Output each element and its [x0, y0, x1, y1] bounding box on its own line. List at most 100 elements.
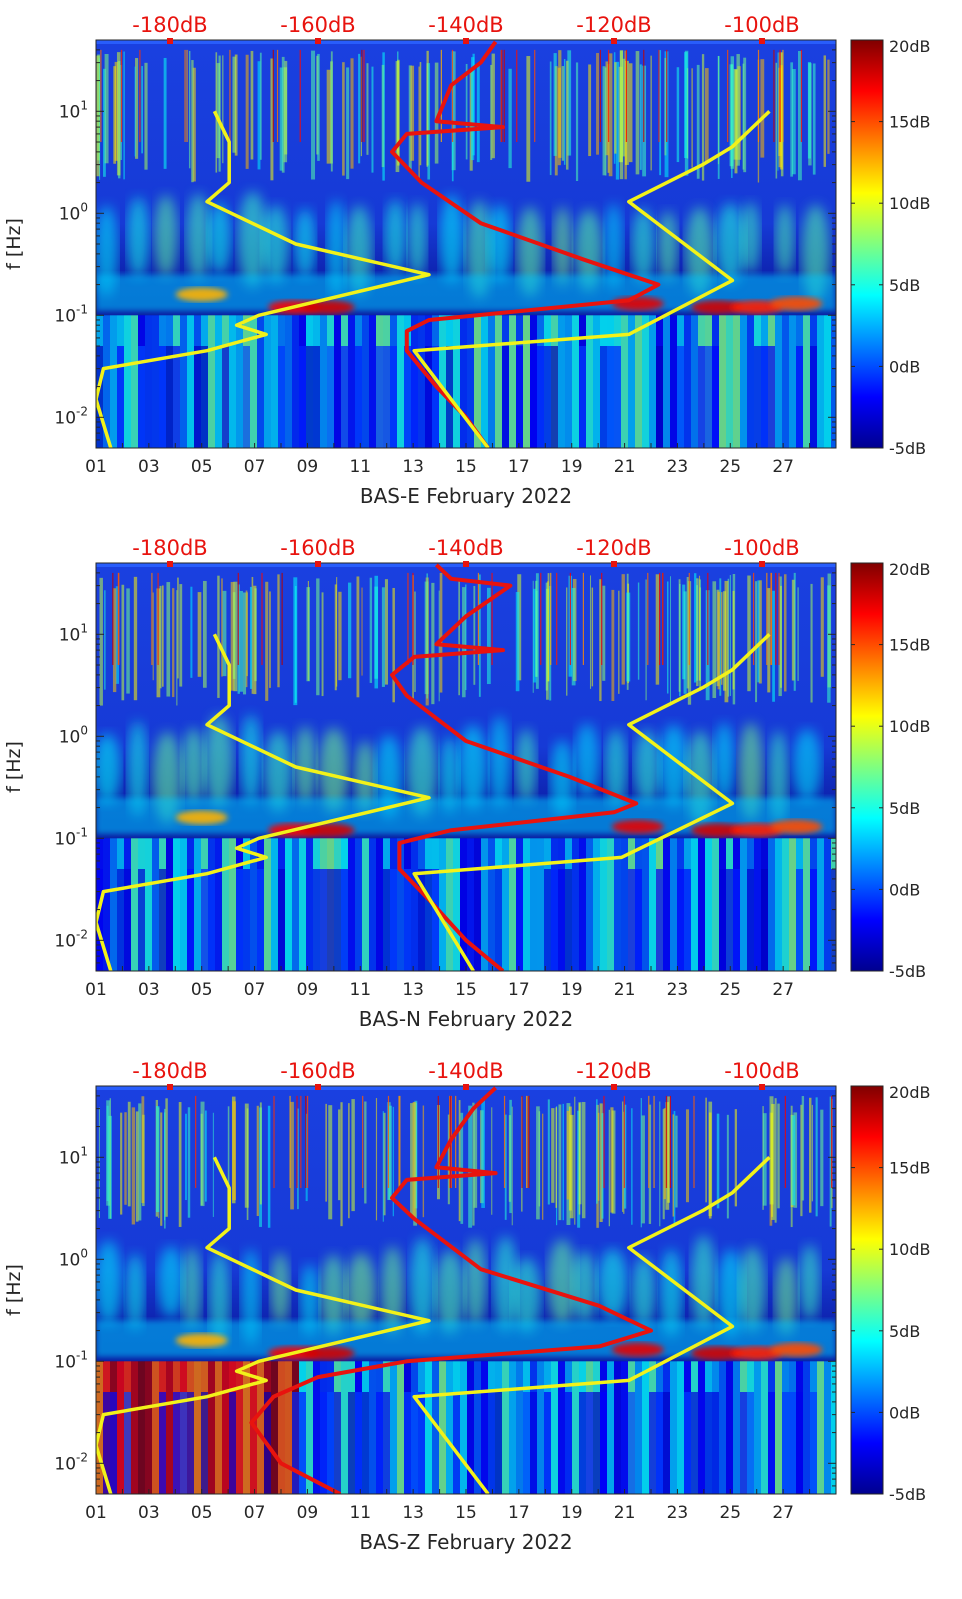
y-tick-label: 10-2 [54, 1450, 88, 1474]
x-tick-label: 03 [138, 980, 160, 1000]
colorbar-label: -5dB [889, 1485, 926, 1504]
x-tick-label: 13 [402, 457, 424, 477]
x-tick-label: 03 [138, 457, 160, 477]
x-tick-label: 07 [244, 457, 266, 477]
x-tick-label: 01 [85, 1503, 107, 1523]
db-tick-marker [611, 38, 617, 44]
x-tick-label: 15 [455, 980, 477, 1000]
colorbar-label: -5dB [889, 439, 926, 458]
colorbar-label: 10dB [889, 717, 931, 736]
colorbar-label: 15dB [889, 1159, 931, 1178]
colorbar-label: 5dB [889, 276, 920, 295]
x-tick-label: 13 [402, 1503, 424, 1523]
db-tick-marker [315, 1084, 321, 1090]
x-axis-label: BAS-E February 2022 [360, 484, 572, 508]
x-tick-label: 15 [455, 1503, 477, 1523]
yellow-model-line-1 [412, 110, 771, 448]
y-tick-label: 10-1 [54, 825, 88, 849]
x-tick-label: 19 [561, 1503, 583, 1523]
colorbar-label: 20dB [889, 1083, 931, 1102]
colorbar-label: -5dB [889, 962, 926, 981]
y-tick-label: 100 [59, 200, 88, 224]
y-tick-label: 100 [59, 723, 88, 747]
spectrogram-panel-3: 01 03 05 07 09 11 13 15 17 19 21 23 25 27 101 100 10-1 10… [3, 1059, 931, 1554]
colorbar-label: 0dB [889, 1403, 920, 1422]
spectrogram-image [96, 40, 836, 448]
x-tick-label: 23 [667, 457, 689, 477]
top-db-label: -100dB [724, 1059, 799, 1083]
x-tick-label: 05 [191, 980, 213, 1000]
x-tick-label: 21 [614, 1503, 636, 1523]
x-tick-label: 05 [191, 1503, 213, 1523]
db-tick-marker [463, 38, 469, 44]
yellow-model-line-2 [96, 110, 431, 448]
top-db-label: -140dB [428, 13, 503, 37]
x-tick-label: 11 [349, 980, 371, 1000]
x-tick-label: 15 [455, 457, 477, 477]
top-db-label: -100dB [724, 536, 799, 560]
db-tick-marker [167, 38, 173, 44]
x-axis-label: BAS-N February 2022 [359, 1007, 574, 1031]
db-tick-marker [167, 561, 173, 567]
top-db-label: -160dB [280, 1059, 355, 1083]
x-tick-label: 25 [719, 457, 741, 477]
db-tick-marker [759, 1084, 765, 1090]
y-tick-label: 101 [59, 621, 88, 645]
colorbar-label: 0dB [889, 880, 920, 899]
red-spectrum-line [249, 1086, 653, 1494]
db-tick-marker [759, 561, 765, 567]
top-db-label: -100dB [724, 13, 799, 37]
yellow-model-line-2 [96, 633, 431, 971]
x-tick-label: 13 [402, 980, 424, 1000]
db-tick-marker [315, 561, 321, 567]
x-tick-label: 01 [85, 457, 107, 477]
top-db-label: -120dB [576, 536, 651, 560]
x-tick-label: 09 [297, 980, 319, 1000]
top-db-label: -140dB [428, 536, 503, 560]
db-tick-marker [463, 1084, 469, 1090]
colorbar [850, 39, 884, 449]
db-tick-marker [463, 561, 469, 567]
x-tick-label: 19 [561, 980, 583, 1000]
x-tick-label: 09 [297, 1503, 319, 1523]
x-tick-label: 11 [349, 1503, 371, 1523]
x-tick-label: 27 [772, 980, 794, 1000]
db-tick-marker [611, 1084, 617, 1090]
x-tick-label: 25 [719, 980, 741, 1000]
x-tick-label: 09 [297, 457, 319, 477]
x-tick-label: 05 [191, 457, 213, 477]
spectrogram-image [96, 563, 836, 971]
y-tick-label: 10-2 [54, 404, 88, 428]
x-tick-label: 27 [772, 1503, 794, 1523]
colorbar-label: 10dB [889, 194, 931, 213]
x-tick-label: 17 [508, 1503, 530, 1523]
x-tick-label: 11 [349, 457, 371, 477]
y-tick-label: 10-1 [54, 302, 88, 326]
y-tick-label: 101 [59, 98, 88, 122]
x-tick-label: 07 [244, 980, 266, 1000]
red-spectrum-line [390, 40, 661, 448]
colorbar-label: 0dB [889, 357, 920, 376]
colorbar-label: 15dB [889, 113, 931, 132]
db-tick-marker [315, 38, 321, 44]
x-tick-label: 23 [667, 1503, 689, 1523]
colorbar [850, 1085, 884, 1495]
x-tick-label: 19 [561, 457, 583, 477]
colorbar-label: 5dB [889, 799, 920, 818]
top-db-label: -140dB [428, 1059, 503, 1083]
x-tick-label: 07 [244, 1503, 266, 1523]
top-db-label: -180dB [132, 1059, 207, 1083]
colorbar-label: 15dB [889, 636, 931, 655]
yellow-model-line-1 [412, 1156, 771, 1494]
spectrogram-image [96, 1086, 836, 1494]
yellow-model-line-2 [96, 1156, 431, 1494]
y-axis-label: f [Hz] [3, 741, 25, 793]
top-db-label: -120dB [576, 13, 651, 37]
yellow-model-line-1 [412, 633, 771, 971]
db-tick-marker [611, 561, 617, 567]
y-tick-label: 10-1 [54, 1348, 88, 1372]
top-db-label: -160dB [280, 536, 355, 560]
top-db-label: -120dB [576, 1059, 651, 1083]
x-tick-label: 23 [667, 980, 689, 1000]
